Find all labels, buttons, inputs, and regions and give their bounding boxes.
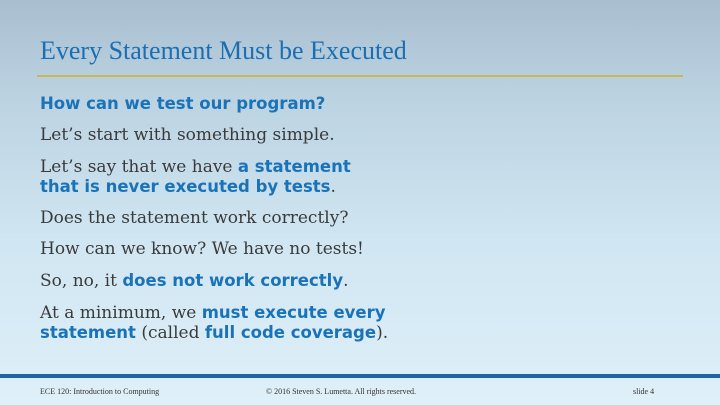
line6-highlight-b: statement (40, 323, 136, 342)
body-line-5: So, no, it does not work correctly. (40, 271, 690, 291)
body-question: How can we test our program? (40, 94, 690, 114)
body-line-6-cont: statement (called full code coverage). (40, 323, 690, 343)
question-text: How can we test our program? (40, 94, 326, 113)
body-line-3: Does the statement work correctly? (40, 208, 349, 228)
body-line-2-cont: that is never executed by tests. (40, 177, 690, 197)
line5-text-a: So, no, it (40, 271, 123, 291)
line2-highlight-a: a statement (237, 157, 351, 176)
line2-highlight-b: that is never executed by tests (40, 177, 331, 196)
body-line-6: At a minimum, we must execute every (40, 303, 690, 323)
footer-slide-number: slide 4 (633, 387, 655, 396)
body-line-2: Let’s say that we have a statement (40, 157, 690, 177)
line2-text-a: Let’s say that we have (40, 157, 238, 177)
slide-title: Every Statement Must be Executed (40, 36, 407, 65)
line6-text-f: ). (376, 323, 389, 343)
slide-body: How can we test our program? Let’s start… (40, 94, 690, 343)
line5-highlight: does not work correctly (122, 271, 344, 290)
body-line-4: How can we know? We have no tests! (40, 239, 364, 259)
line6-text-a: At a minimum, we (40, 303, 202, 323)
body-line-1: Let’s start with something simple. (40, 125, 335, 145)
line6-text-d: (called (135, 323, 205, 343)
footer-bar (0, 374, 720, 378)
line2-text-d: . (330, 177, 336, 197)
title-divider (37, 75, 683, 77)
line5-text-c: . (343, 271, 349, 291)
line6-highlight-a: must execute every (201, 303, 386, 322)
footer-course: ECE 120: Introduction to Computing (40, 387, 160, 396)
footer-copyright: © 2016 Steven S. Lumetta. All rights res… (266, 387, 417, 396)
line6-highlight-c: full code coverage (204, 323, 377, 342)
